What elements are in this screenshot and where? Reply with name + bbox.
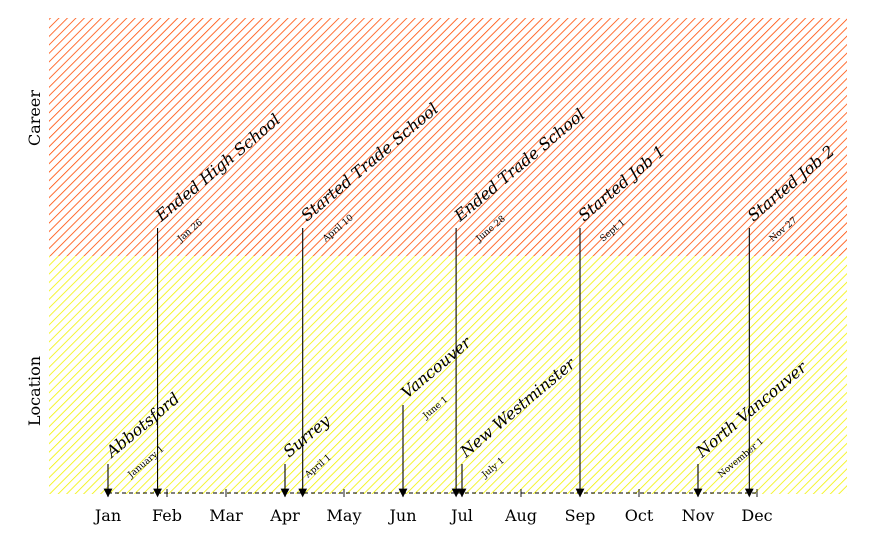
month-labels: Jan Feb Mar Apr May Jun Jul Aug Sep Oct Nov Dec: [93, 489, 773, 525]
month-label-dec: Dec: [741, 506, 772, 525]
month-label-mar: Mar: [209, 506, 243, 525]
month-label-aug: Aug: [504, 506, 537, 525]
month-label-apr: Apr: [269, 506, 300, 525]
month-label-jul: Jul: [449, 506, 473, 525]
location-band-label: Location: [25, 356, 44, 426]
career-band: [49, 18, 847, 256]
month-label-feb: Feb: [152, 506, 182, 525]
career-band-label: Career: [25, 90, 44, 146]
month-label-jun: Jun: [387, 506, 416, 525]
location-band: [49, 256, 847, 494]
month-label-nov: Nov: [682, 506, 715, 525]
month-label-oct: Oct: [625, 506, 654, 525]
month-label-may: May: [327, 506, 362, 525]
month-label-sep: Sep: [565, 506, 596, 525]
month-label-jan: Jan: [93, 506, 121, 525]
